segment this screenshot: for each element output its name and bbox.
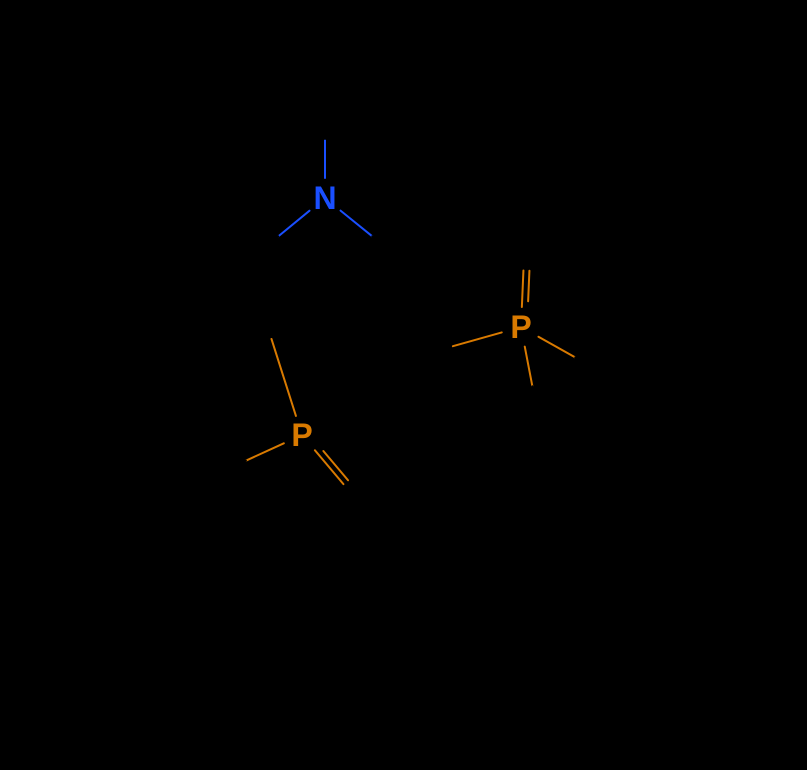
bond bbox=[343, 484, 372, 518]
bond bbox=[315, 450, 344, 484]
bond bbox=[404, 100, 482, 165]
bond bbox=[170, 165, 247, 198]
bond bbox=[404, 165, 482, 198]
bond bbox=[170, 100, 247, 165]
bond bbox=[247, 236, 278, 262]
bond bbox=[246, 443, 284, 460]
bond bbox=[204, 570, 210, 576]
bond bbox=[278, 211, 309, 237]
molecule-diagram: N P P bbox=[0, 0, 807, 770]
bond bbox=[636, 458, 652, 556]
bond bbox=[540, 426, 636, 458]
bond bbox=[247, 262, 271, 339]
atom-label-p: P bbox=[510, 309, 531, 345]
bond bbox=[274, 623, 357, 648]
bond bbox=[372, 236, 404, 262]
bond bbox=[360, 518, 372, 615]
bond bbox=[523, 234, 525, 271]
bond bbox=[325, 100, 404, 165]
bond bbox=[538, 337, 575, 358]
bond bbox=[247, 100, 325, 165]
bond bbox=[612, 192, 702, 236]
bond bbox=[544, 434, 629, 462]
bond bbox=[191, 483, 202, 569]
bond bbox=[341, 211, 373, 237]
bond bbox=[575, 555, 644, 613]
bond bbox=[208, 461, 246, 478]
bond bbox=[453, 332, 502, 346]
bond bbox=[615, 200, 694, 239]
bond bbox=[575, 357, 612, 378]
bond bbox=[612, 334, 702, 378]
bond bbox=[525, 192, 612, 234]
bond bbox=[128, 562, 210, 604]
bond bbox=[404, 346, 453, 360]
bond bbox=[469, 497, 483, 583]
bond bbox=[528, 271, 529, 302]
bond bbox=[478, 590, 574, 622]
bond bbox=[615, 331, 694, 370]
bond bbox=[271, 339, 295, 416]
bond bbox=[196, 576, 266, 644]
bond bbox=[266, 615, 360, 644]
bond bbox=[574, 556, 652, 622]
bond bbox=[128, 420, 208, 478]
atom-label-p: P bbox=[291, 417, 312, 453]
bond bbox=[532, 386, 540, 426]
bond bbox=[196, 478, 208, 576]
bond bbox=[40, 420, 128, 462]
bond bbox=[40, 560, 128, 604]
atom-label-n: N bbox=[313, 180, 336, 216]
bond bbox=[48, 557, 125, 596]
bond bbox=[522, 271, 524, 308]
bond bbox=[462, 426, 540, 492]
bond bbox=[48, 428, 125, 465]
bond bbox=[529, 240, 530, 271]
bond bbox=[525, 347, 533, 387]
